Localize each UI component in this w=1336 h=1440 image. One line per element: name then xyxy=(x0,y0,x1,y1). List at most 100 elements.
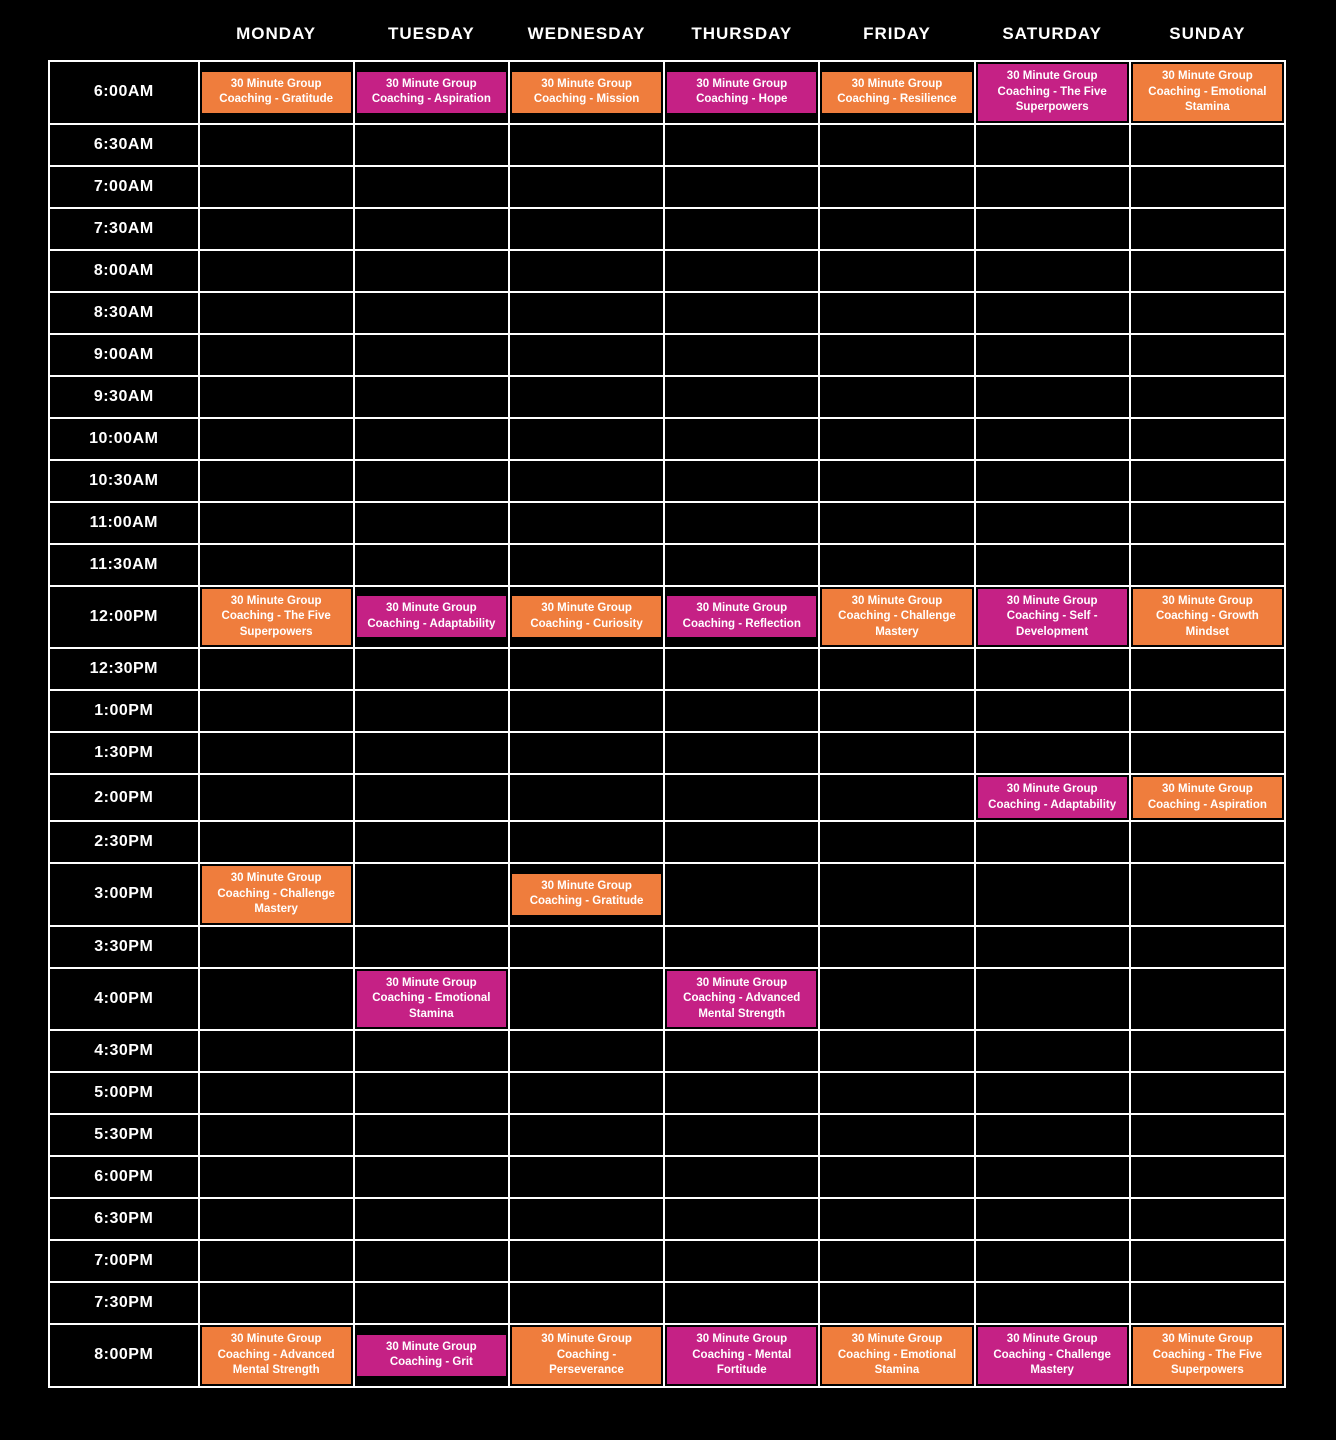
cell-saturday-6:00am: 30 Minute Group Coaching - The Five Supe… xyxy=(973,60,1131,125)
event-block-wednesday-6:00am[interactable]: 30 Minute Group Coaching - Mission xyxy=(511,71,662,113)
event-block-monday-8:00pm[interactable]: 30 Minute Group Coaching - Advanced Ment… xyxy=(201,1327,351,1384)
event-block-thursday-12:00pm[interactable]: 30 Minute Group Coaching - Reflection xyxy=(667,596,817,638)
cell-wednesday-10:00am xyxy=(507,416,666,461)
schedule-row-10:30am: 10:30AM xyxy=(48,458,1287,503)
event-block-monday-12:00pm[interactable]: 30 Minute Group Coaching - The Five Supe… xyxy=(201,588,351,646)
cell-tuesday-12:00pm: 30 Minute Group Coaching - Adaptability xyxy=(352,584,510,650)
cell-tuesday-5:30pm xyxy=(352,1113,510,1158)
event-block-sunday-2:00pm[interactable]: 30 Minute Group Coaching - Aspiration xyxy=(1132,777,1282,819)
cell-friday-7:00pm xyxy=(818,1239,976,1284)
time-label-2:00pm: 2:00PM xyxy=(48,773,200,823)
cell-wednesday-6:30am xyxy=(507,122,666,167)
cell-monday-2:30pm xyxy=(197,820,355,865)
cell-friday-2:30pm xyxy=(818,820,976,865)
cell-friday-9:30am xyxy=(818,374,976,419)
event-block-tuesday-12:00pm[interactable]: 30 Minute Group Coaching - Adaptability xyxy=(356,596,506,638)
event-block-wednesday-3:00pm[interactable]: 30 Minute Group Coaching - Gratitude xyxy=(511,873,662,915)
cell-monday-6:00pm xyxy=(197,1155,355,1200)
event-block-sunday-8:00pm[interactable]: 30 Minute Group Coaching - The Five Supe… xyxy=(1132,1327,1282,1384)
time-label-12:00pm: 12:00PM xyxy=(48,584,200,650)
cell-sunday-4:00pm xyxy=(1128,966,1287,1032)
event-block-thursday-6:00am[interactable]: 30 Minute Group Coaching - Hope xyxy=(667,71,817,113)
event-block-saturday-8:00pm[interactable]: 30 Minute Group Coaching - Challenge Mas… xyxy=(977,1327,1127,1384)
cell-saturday-10:30am xyxy=(973,458,1131,503)
event-block-thursday-8:00pm[interactable]: 30 Minute Group Coaching - Mental Fortit… xyxy=(667,1327,817,1384)
time-label-10:30am: 10:30AM xyxy=(48,458,200,503)
cell-wednesday-6:00pm xyxy=(507,1155,666,1200)
cell-thursday-12:00pm: 30 Minute Group Coaching - Reflection xyxy=(663,584,821,650)
event-block-tuesday-8:00pm[interactable]: 30 Minute Group Coaching - Grit xyxy=(356,1334,506,1376)
event-block-friday-12:00pm[interactable]: 30 Minute Group Coaching - Challenge Mas… xyxy=(822,588,972,646)
cell-wednesday-8:00am xyxy=(507,248,666,293)
time-label-9:30am: 9:30AM xyxy=(48,374,200,419)
cell-saturday-5:30pm xyxy=(973,1113,1131,1158)
cell-friday-3:30pm xyxy=(818,924,976,969)
cell-monday-6:30pm xyxy=(197,1197,355,1242)
event-block-sunday-12:00pm[interactable]: 30 Minute Group Coaching - Growth Mindse… xyxy=(1132,588,1282,646)
cell-tuesday-5:00pm xyxy=(352,1071,510,1116)
cell-tuesday-6:30am xyxy=(352,122,510,167)
corner-cell xyxy=(49,16,199,61)
time-label-8:30am: 8:30AM xyxy=(48,290,200,335)
cell-monday-6:00am: 30 Minute Group Coaching - Gratitude xyxy=(197,60,355,125)
cell-friday-12:00pm: 30 Minute Group Coaching - Challenge Mas… xyxy=(818,584,976,650)
event-block-wednesday-8:00pm[interactable]: 30 Minute Group Coaching - Perseverance xyxy=(511,1327,662,1384)
cell-sunday-3:30pm xyxy=(1128,924,1287,969)
event-block-tuesday-4:00pm[interactable]: 30 Minute Group Coaching - Emotional Sta… xyxy=(356,970,506,1028)
event-block-friday-8:00pm[interactable]: 30 Minute Group Coaching - Emotional Sta… xyxy=(822,1327,972,1384)
cell-friday-9:00am xyxy=(818,332,976,377)
schedule-row-6:00am: 6:00AM 30 Minute Group Coaching - Gratitu… xyxy=(48,60,1287,125)
schedule-row-7:00pm: 7:00PM xyxy=(48,1239,1287,1284)
cell-thursday-7:00pm xyxy=(663,1239,821,1284)
cell-thursday-7:00am xyxy=(663,164,821,209)
cell-friday-3:00pm xyxy=(818,862,976,927)
schedule-row-7:00am: 7:00AM xyxy=(48,164,1287,209)
event-block-sunday-6:00am[interactable]: 30 Minute Group Coaching - Emotional Sta… xyxy=(1132,64,1282,121)
cell-wednesday-6:30pm xyxy=(507,1197,666,1242)
event-block-saturday-6:00am[interactable]: 30 Minute Group Coaching - The Five Supe… xyxy=(977,64,1127,121)
time-label-6:30pm: 6:30PM xyxy=(48,1197,200,1242)
cell-tuesday-6:30pm xyxy=(352,1197,510,1242)
cell-sunday-2:30pm xyxy=(1128,820,1287,865)
cell-thursday-7:30pm xyxy=(663,1281,821,1326)
cell-tuesday-2:30pm xyxy=(352,820,510,865)
time-label-1:00pm: 1:00PM xyxy=(48,689,200,734)
cell-friday-8:00pm: 30 Minute Group Coaching - Emotional Sta… xyxy=(818,1323,976,1388)
cell-monday-11:30am xyxy=(197,542,355,587)
event-block-friday-6:00am[interactable]: 30 Minute Group Coaching - Resilience xyxy=(822,71,972,113)
cell-wednesday-7:30am xyxy=(507,206,666,251)
event-block-wednesday-12:00pm[interactable]: 30 Minute Group Coaching - Curiosity xyxy=(511,596,662,638)
event-block-saturday-2:00pm[interactable]: 30 Minute Group Coaching - Adaptability xyxy=(977,777,1127,819)
schedule-row-9:30am: 9:30AM xyxy=(48,374,1287,419)
cell-tuesday-3:00pm xyxy=(352,862,510,927)
cell-monday-11:00am xyxy=(197,500,355,545)
cell-thursday-3:30pm xyxy=(663,924,821,969)
event-block-thursday-4:00pm[interactable]: 30 Minute Group Coaching - Advanced Ment… xyxy=(667,970,817,1028)
cell-friday-6:30am xyxy=(818,122,976,167)
schedule-row-11:30am: 11:30AM xyxy=(48,542,1287,587)
cell-monday-7:30pm xyxy=(197,1281,355,1326)
time-label-6:00pm: 6:00PM xyxy=(48,1155,200,1200)
cell-sunday-9:30am xyxy=(1128,374,1287,419)
cell-thursday-7:30am xyxy=(663,206,821,251)
event-block-monday-6:00am[interactable]: 30 Minute Group Coaching - Gratitude xyxy=(201,71,351,113)
cell-tuesday-7:30am xyxy=(352,206,510,251)
cell-tuesday-4:00pm: 30 Minute Group Coaching - Emotional Sta… xyxy=(352,966,510,1032)
schedule-row-2:30pm: 2:30PM xyxy=(48,820,1287,865)
event-block-tuesday-6:00am[interactable]: 30 Minute Group Coaching - Aspiration xyxy=(356,71,506,113)
cell-monday-1:30pm xyxy=(197,731,355,776)
day-header-sunday: SUNDAY xyxy=(1169,24,1246,43)
cell-tuesday-8:30am xyxy=(352,290,510,335)
cell-tuesday-6:00am: 30 Minute Group Coaching - Aspiration xyxy=(352,60,510,125)
cell-thursday-10:30am xyxy=(663,458,821,503)
cell-friday-11:00am xyxy=(818,500,976,545)
cell-tuesday-4:30pm xyxy=(352,1029,510,1074)
cell-saturday-1:30pm xyxy=(973,731,1131,776)
event-block-saturday-12:00pm[interactable]: 30 Minute Group Coaching - Self - Develo… xyxy=(977,588,1127,646)
cell-tuesday-11:30am xyxy=(352,542,510,587)
event-block-monday-3:00pm[interactable]: 30 Minute Group Coaching - Challenge Mas… xyxy=(201,866,351,923)
schedule-row-9:00am: 9:00AM xyxy=(48,332,1287,377)
schedule-row-3:30pm: 3:30PM xyxy=(48,924,1287,969)
cell-thursday-11:30am xyxy=(663,542,821,587)
cell-tuesday-11:00am xyxy=(352,500,510,545)
